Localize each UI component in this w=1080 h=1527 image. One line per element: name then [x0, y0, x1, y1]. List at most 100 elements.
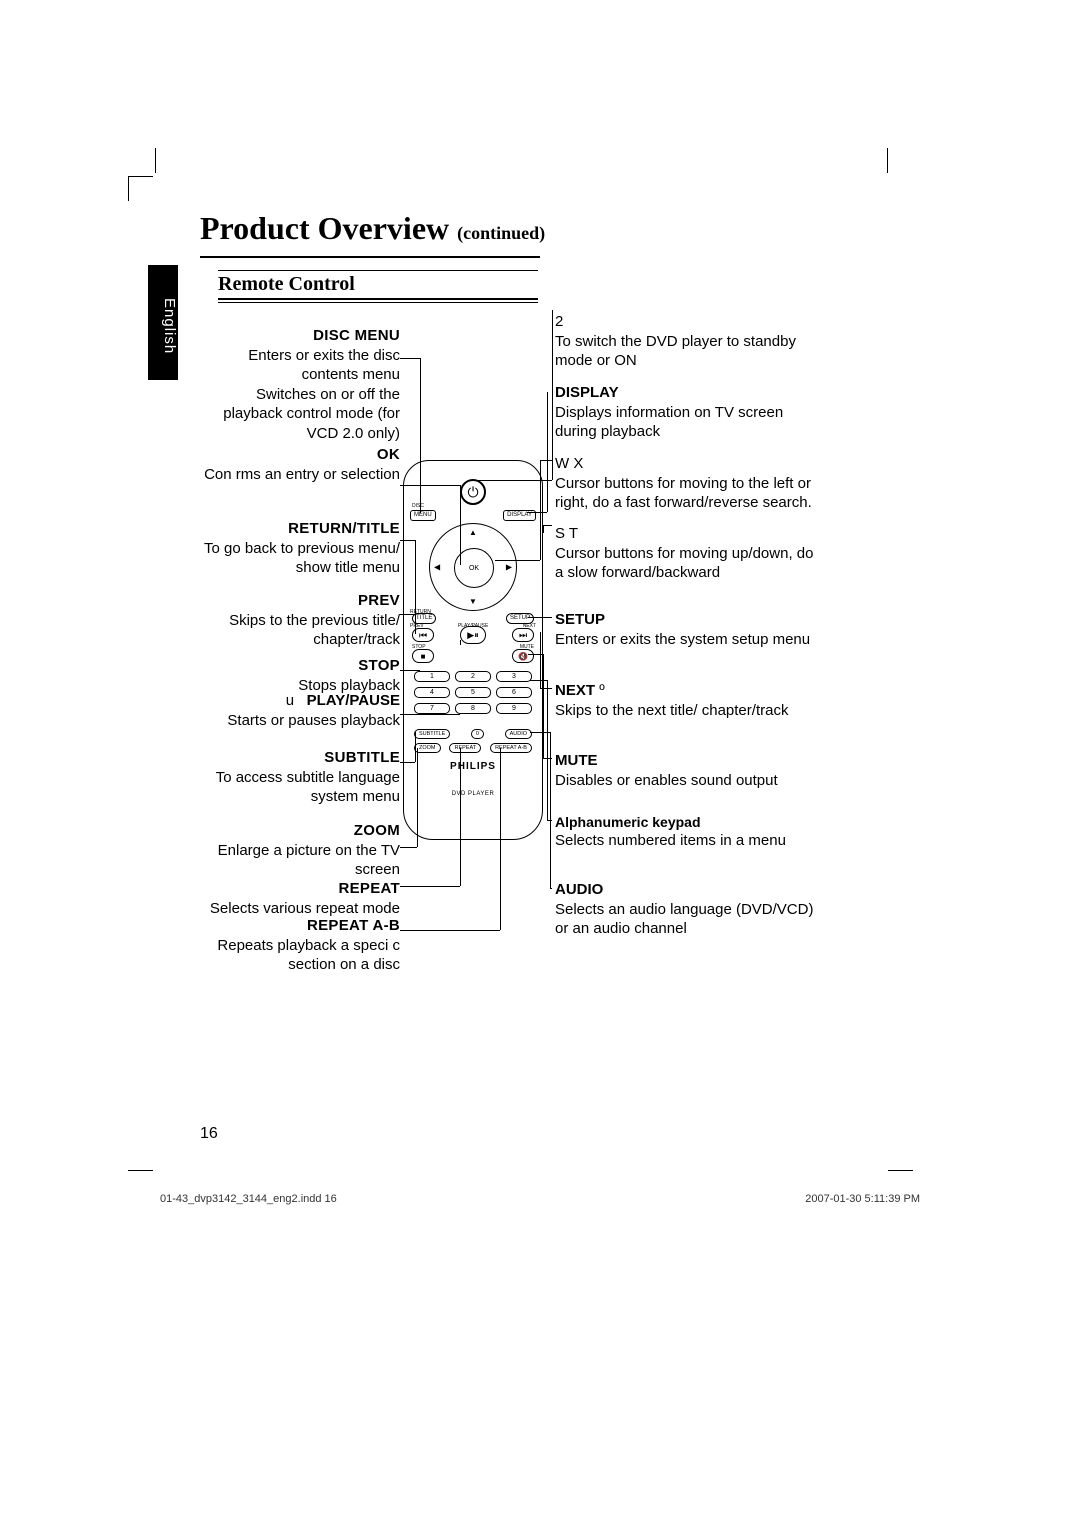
callout-line — [550, 732, 551, 888]
keypad-desc: Selects numbered items in a menu — [555, 831, 815, 851]
next-block: NEXT º Skips to the next title/ chapter/… — [555, 681, 815, 720]
ok-label: OK — [200, 445, 400, 465]
stop-icon: ■ — [412, 649, 434, 663]
callout-line — [540, 460, 552, 461]
callout-line — [528, 654, 543, 655]
repeat-ab-block: REPEAT A-B Repeats playback a speci c se… — [200, 916, 400, 975]
wx-label: W X — [555, 454, 815, 474]
crop-mark — [128, 176, 153, 201]
remote-repeatab-btn: REPEAT A-B — [490, 743, 532, 753]
callout-line — [543, 525, 544, 533]
callout-line — [415, 540, 416, 615]
mute-label: MUTE — [555, 751, 815, 771]
callout-line — [500, 748, 501, 930]
title-rule — [200, 256, 540, 258]
callout-line — [400, 614, 415, 615]
remote-zero-btn: 0 — [471, 729, 484, 739]
callout-line — [543, 525, 552, 526]
key-9: 9 — [496, 703, 532, 714]
play-pause-icon: ▶⏸ — [460, 626, 486, 644]
power-desc: To switch the DVD player to standby mode… — [555, 332, 815, 371]
callout-line — [460, 640, 461, 645]
return-title-label: RETURN/TITLE — [200, 519, 400, 539]
st-block: S T Cursor buttons for moving up/down, d… — [555, 524, 815, 583]
section-title: Remote Control — [218, 273, 355, 296]
repeat-label: REPEAT — [200, 879, 400, 899]
wx-desc: Cursor buttons for moving to the left or… — [555, 474, 815, 513]
display-block: DISPLAY Displays information on TV scree… — [555, 383, 815, 442]
remote-transport-row: ⏮ ▶⏸ ⏭ — [404, 628, 542, 644]
subtitle-label: SUBTITLE — [200, 748, 400, 768]
remote-disc-label: DISC — [412, 503, 424, 509]
return-title-desc: To go back to previous menu/ show title … — [200, 539, 400, 578]
callout-line — [527, 512, 547, 513]
callout-line — [547, 680, 548, 820]
next-icon: ⏭ — [512, 628, 534, 642]
remote-bottom-row1: SUBTITLE 0 AUDIO — [404, 729, 542, 739]
callout-line — [543, 654, 544, 758]
remote-brand: PHILIPS — [404, 761, 542, 772]
mute-desc: Disables or enables sound output — [555, 771, 815, 791]
callout-line — [420, 358, 421, 513]
callout-line — [547, 392, 548, 512]
callout-line — [415, 732, 416, 762]
callout-line — [400, 930, 500, 931]
language-tab: English — [148, 265, 178, 380]
remote-numpad: 1 2 3 4 5 6 7 8 9 — [404, 671, 542, 714]
crop-mark — [155, 148, 156, 173]
power-icon — [460, 479, 486, 505]
audio-desc: Selects an audio language (DVD/VCD) or a… — [555, 900, 815, 939]
right-icon: ▶ — [506, 563, 512, 572]
key-2: 2 — [455, 671, 491, 682]
remote-dpad: ▲ ▼ ◀ ▶ OK — [429, 523, 517, 611]
section-rule — [218, 302, 538, 303]
key-4: 4 — [414, 687, 450, 698]
callout-line — [400, 485, 460, 486]
repeat-block: REPEAT Selects various repeat mode — [200, 879, 400, 918]
callout-line — [540, 460, 541, 560]
title-suffix: (continued) — [457, 223, 545, 243]
repeat-ab-desc: Repeats playback a speci c section on a … — [200, 936, 400, 975]
zoom-label: ZOOM — [200, 821, 400, 841]
play-pause-prefix: u — [286, 692, 294, 709]
crop-mark — [128, 1170, 153, 1171]
section-rule — [218, 270, 538, 271]
keypad-label: Alphanumeric keypad — [555, 813, 815, 831]
mute-icon: 🔇 — [512, 649, 534, 663]
key-5: 5 — [455, 687, 491, 698]
title-text: Product Overview — [200, 210, 449, 246]
callout-line — [460, 748, 461, 886]
remote-menu-btn: MENU — [410, 510, 436, 521]
prev-label: PREV — [200, 591, 400, 611]
play-pause-block: u PLAY/PAUSE Starts or pauses playback — [200, 691, 400, 730]
remote-device: DVD PLAYER — [404, 791, 542, 797]
remote-repeat-btn: REPEAT — [449, 743, 481, 753]
callout-line — [460, 485, 461, 565]
section-rule — [218, 298, 538, 300]
callout-line — [530, 732, 550, 733]
key-8: 8 — [455, 703, 491, 714]
footer-file: 01-43_dvp3142_3144_eng2.indd 16 — [160, 1193, 337, 1205]
remote-audio-btn: AUDIO — [505, 729, 532, 739]
callout-line — [400, 358, 420, 359]
callout-line — [540, 688, 552, 689]
prev-block: PREV Skips to the previous title/ chapte… — [200, 591, 400, 650]
crop-mark — [887, 148, 888, 173]
setup-label: SETUP — [555, 610, 815, 630]
callout-line — [400, 847, 417, 848]
play-pause-label: PLAY/PAUSE — [307, 692, 400, 709]
key-6: 6 — [496, 687, 532, 698]
setup-block: SETUP Enters or exits the system setup m… — [555, 610, 815, 649]
disc-menu-block: DISC MENU Enters or exits the disc conte… — [200, 326, 400, 443]
callout-line — [552, 310, 553, 480]
next-desc: Skips to the next title/ chapter/track — [555, 701, 815, 721]
footer-timestamp: 2007-01-30 5:11:39 PM — [805, 1193, 920, 1205]
callout-line — [417, 748, 418, 847]
remote-diagram: MENU DISPLAY DISC ▲ ▼ ◀ ▶ OK RETURN TITL… — [403, 460, 543, 840]
ok-desc: Con rms an entry or selection — [200, 465, 400, 485]
return-title-block: RETURN/TITLE To go back to previous menu… — [200, 519, 400, 578]
wx-block: W X Cursor buttons for moving to the lef… — [555, 454, 815, 513]
down-icon: ▼ — [469, 597, 477, 606]
next-label: NEXT — [555, 682, 595, 699]
zoom-block: ZOOM Enlarge a picture on the TV screen — [200, 821, 400, 880]
